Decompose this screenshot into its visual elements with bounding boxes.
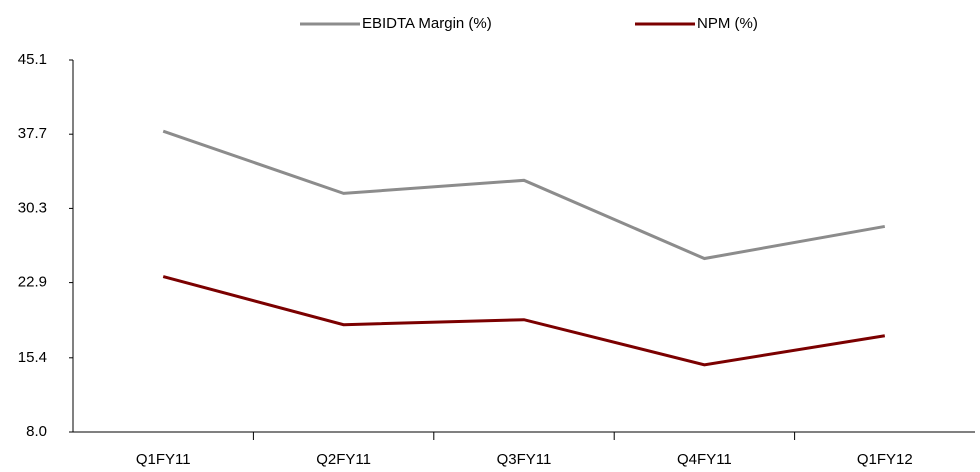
y-tick-label: 37.7 bbox=[18, 125, 47, 142]
y-tick-label: 15.4 bbox=[18, 349, 47, 366]
y-tick-label: 8.0 bbox=[26, 423, 47, 440]
x-tick-label: Q1FY12 bbox=[857, 451, 913, 468]
x-tick-label: Q4FY11 bbox=[677, 451, 732, 468]
legend-label: NPM (%) bbox=[697, 15, 758, 32]
series-line bbox=[162, 275, 886, 367]
legend-label: EBIDTA Margin (%) bbox=[362, 15, 492, 32]
y-tick-label: 30.3 bbox=[18, 199, 47, 216]
x-tick-label: Q2FY11 bbox=[316, 451, 371, 468]
y-tick-label: 45.1 bbox=[18, 51, 47, 68]
y-tick-label: 22.9 bbox=[18, 274, 47, 291]
x-tick-label: Q3FY11 bbox=[497, 451, 552, 468]
series-line bbox=[162, 129, 886, 261]
x-tick-label: Q1FY11 bbox=[136, 451, 191, 468]
